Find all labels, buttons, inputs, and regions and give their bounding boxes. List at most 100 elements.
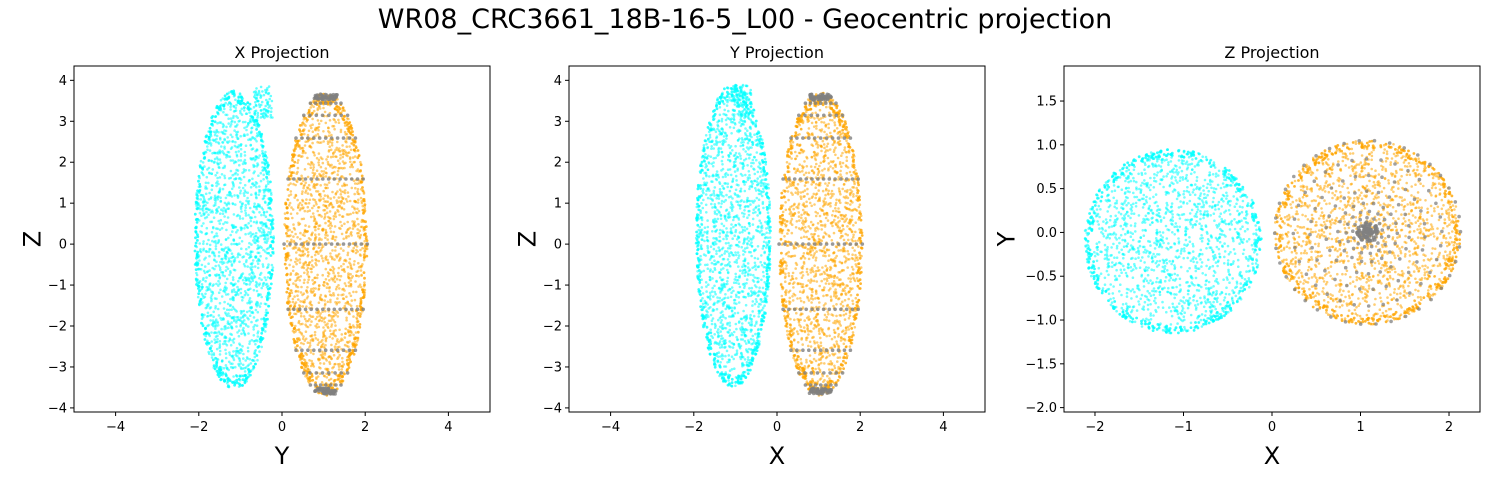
cyan-point bbox=[243, 150, 247, 154]
cyan-point bbox=[231, 278, 235, 282]
gray-point bbox=[326, 97, 331, 102]
orange-point bbox=[325, 376, 329, 379]
cyan-point bbox=[194, 268, 198, 271]
orange-point bbox=[306, 367, 310, 371]
cyan-point bbox=[268, 188, 272, 192]
cyan-point bbox=[751, 304, 754, 307]
cyan-point bbox=[262, 178, 265, 181]
cyan-point bbox=[248, 342, 251, 346]
cyan-point bbox=[719, 214, 723, 217]
orange-point bbox=[296, 212, 299, 215]
cyan-point bbox=[270, 263, 274, 267]
cyan-point bbox=[702, 183, 705, 187]
orange-point bbox=[347, 127, 351, 131]
orange-point bbox=[361, 246, 364, 250]
cyan-point bbox=[204, 249, 208, 253]
orange-point bbox=[323, 110, 327, 114]
orange-point bbox=[332, 217, 336, 221]
cyan-point bbox=[248, 206, 252, 210]
cyan-point bbox=[246, 105, 250, 108]
cyan-point bbox=[214, 199, 217, 202]
cyan-point bbox=[237, 95, 241, 99]
orange-point bbox=[330, 323, 334, 326]
orange-point bbox=[298, 208, 302, 212]
cyan-point bbox=[235, 103, 238, 107]
cyan-point bbox=[230, 263, 234, 266]
cyan-point bbox=[250, 300, 253, 304]
orange-point bbox=[359, 163, 363, 167]
cyan-point bbox=[241, 278, 245, 282]
orange-point bbox=[345, 344, 349, 348]
cyan-point bbox=[243, 264, 247, 268]
cyan-point bbox=[232, 89, 236, 93]
cyan-point bbox=[234, 109, 238, 112]
orange-point bbox=[363, 239, 367, 243]
cyan-point bbox=[246, 357, 249, 360]
cyan-point bbox=[228, 91, 231, 94]
cyan-point bbox=[253, 265, 257, 268]
cyan-point bbox=[745, 146, 749, 149]
cyan-point bbox=[237, 150, 240, 153]
cyan-point bbox=[239, 316, 243, 320]
cyan-point bbox=[707, 307, 711, 310]
orange-point bbox=[323, 353, 327, 356]
cyan-point bbox=[230, 325, 233, 328]
cyan-point bbox=[708, 133, 712, 137]
cyan-point bbox=[254, 104, 258, 108]
cyan-point bbox=[766, 211, 770, 214]
cyan-point bbox=[719, 217, 723, 221]
cyan-point bbox=[701, 297, 704, 300]
cyan-point bbox=[223, 335, 227, 338]
cyan-point bbox=[206, 145, 209, 148]
cyan-point bbox=[228, 314, 231, 318]
cyan-point bbox=[739, 118, 742, 121]
orange-point bbox=[291, 208, 295, 211]
cyan-point bbox=[256, 335, 260, 338]
orange-point bbox=[297, 154, 300, 158]
orange-point bbox=[354, 331, 358, 334]
cyan-point bbox=[746, 164, 749, 167]
cyan-point bbox=[233, 120, 237, 124]
cyan-point bbox=[713, 333, 716, 336]
orange-point bbox=[311, 206, 314, 210]
orange-point bbox=[323, 284, 326, 288]
orange-point bbox=[350, 186, 354, 190]
cyan-point bbox=[230, 242, 233, 246]
cyan-point bbox=[265, 241, 268, 245]
orange-point bbox=[296, 139, 300, 143]
orange-point bbox=[330, 144, 334, 147]
orange-point bbox=[324, 186, 328, 190]
cyan-point bbox=[266, 311, 269, 315]
cyan-point bbox=[265, 308, 268, 312]
orange-point bbox=[323, 329, 327, 332]
cyan-point bbox=[239, 152, 243, 156]
cyan-point bbox=[249, 117, 252, 121]
cyan-point bbox=[225, 228, 228, 232]
cyan-point bbox=[246, 364, 249, 368]
orange-series bbox=[282, 92, 369, 397]
orange-point bbox=[309, 379, 312, 383]
orange-point bbox=[354, 146, 358, 150]
orange-point bbox=[348, 156, 352, 159]
orange-point bbox=[298, 354, 301, 358]
cyan-point bbox=[761, 270, 765, 274]
orange-point bbox=[361, 186, 364, 189]
gray-point bbox=[334, 101, 338, 105]
orange-point bbox=[324, 343, 327, 347]
orange-point bbox=[290, 230, 294, 234]
cyan-point bbox=[206, 168, 209, 171]
cyan-point bbox=[240, 332, 243, 336]
orange-point bbox=[333, 238, 337, 242]
y-tick-label: 3 bbox=[59, 115, 67, 130]
cyan-point bbox=[258, 277, 261, 280]
gray-point bbox=[312, 348, 316, 353]
cyan-point bbox=[742, 180, 746, 183]
cyan-point bbox=[195, 253, 199, 257]
cyan-point bbox=[747, 347, 751, 351]
cyan-point bbox=[709, 197, 712, 200]
orange-point bbox=[334, 301, 337, 304]
orange-point bbox=[289, 212, 293, 216]
cyan-point bbox=[210, 122, 213, 126]
cyan-point bbox=[741, 165, 745, 169]
